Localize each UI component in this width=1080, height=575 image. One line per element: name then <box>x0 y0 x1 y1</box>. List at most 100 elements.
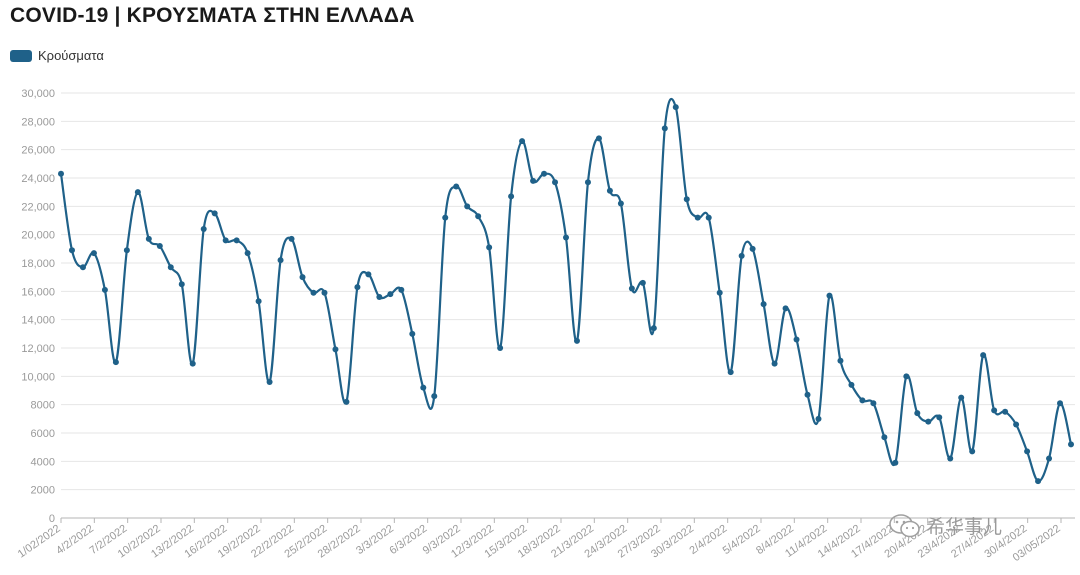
data-point <box>123 247 130 254</box>
data-point <box>617 200 624 207</box>
data-point <box>584 179 591 186</box>
data-point <box>683 196 690 203</box>
data-point <box>826 292 833 299</box>
y-tick-label: 20,000 <box>21 230 55 242</box>
data-point <box>376 294 383 300</box>
legend[interactable]: Κρούσματα <box>10 48 104 63</box>
data-point <box>639 279 646 286</box>
y-tick-label: 28,000 <box>21 116 55 128</box>
data-point <box>354 284 361 291</box>
data-point <box>716 289 723 296</box>
data-point <box>552 179 559 186</box>
data-point <box>606 187 613 194</box>
data-point <box>1068 441 1074 448</box>
data-point <box>398 286 405 293</box>
data-point <box>442 214 449 221</box>
data-point <box>1046 455 1053 462</box>
data-point <box>936 414 943 421</box>
data-point <box>178 281 185 288</box>
data-point <box>914 410 921 417</box>
y-tick-label: 0 <box>49 513 55 525</box>
data-point <box>1057 400 1064 407</box>
data-point <box>694 214 701 221</box>
data-point <box>925 418 932 425</box>
data-point <box>145 235 152 242</box>
watermark-text: 希华事儿 <box>926 516 1003 538</box>
data-point <box>101 286 108 293</box>
data-point <box>167 264 174 271</box>
y-tick-label: 4000 <box>31 456 55 468</box>
data-point <box>1002 408 1009 415</box>
data-point <box>892 459 899 466</box>
data-point <box>541 170 548 177</box>
data-point <box>134 189 141 196</box>
data-point <box>497 345 504 351</box>
legend-swatch <box>10 49 32 62</box>
data-point <box>255 298 262 305</box>
data-point <box>727 369 734 376</box>
data-point <box>486 244 493 251</box>
data-point <box>848 381 855 388</box>
y-tick-label: 6000 <box>31 428 55 440</box>
data-point <box>738 252 745 259</box>
data-point <box>1035 478 1042 485</box>
data-point <box>573 337 580 344</box>
data-point <box>760 301 767 308</box>
data-point <box>222 237 229 244</box>
data-point <box>1013 421 1020 428</box>
data-point <box>958 394 965 401</box>
data-point <box>705 214 712 221</box>
data-point <box>519 138 526 145</box>
data-point <box>387 291 394 298</box>
data-point <box>782 305 789 312</box>
data-point <box>68 247 75 254</box>
data-point <box>815 415 822 422</box>
data-point <box>200 226 207 232</box>
data-point <box>991 407 998 414</box>
data-point <box>244 250 251 257</box>
data-point <box>661 125 668 132</box>
data-point <box>530 177 537 184</box>
y-tick-label: 8000 <box>31 400 55 412</box>
data-point <box>749 245 756 252</box>
data-point <box>903 373 910 380</box>
data-point <box>804 391 811 398</box>
data-point <box>211 210 218 217</box>
data-point <box>409 330 416 337</box>
data-point <box>859 397 866 404</box>
data-point <box>650 325 657 332</box>
data-point <box>508 193 515 200</box>
series-line <box>59 97 1073 483</box>
data-point <box>453 183 460 190</box>
data-point <box>420 384 427 391</box>
data-point <box>431 393 438 400</box>
data-point <box>475 213 482 220</box>
gridlines <box>61 92 1075 519</box>
data-point <box>288 235 295 242</box>
wechat-icon <box>889 513 920 537</box>
legend-label: Κρούσματα <box>38 48 104 63</box>
data-point <box>90 250 97 257</box>
data-point <box>870 400 877 407</box>
data-point <box>771 360 778 367</box>
y-tick-label: 10,000 <box>21 371 55 383</box>
data-point <box>299 274 306 281</box>
data-point <box>277 257 284 264</box>
data-point <box>321 289 328 296</box>
y-tick-label: 12,000 <box>21 343 55 355</box>
data-point <box>156 243 163 249</box>
data-point <box>1024 448 1031 455</box>
data-point <box>233 237 240 244</box>
x-tick-label: 1/02/2022 <box>16 523 63 561</box>
y-tick-label: 30,000 <box>21 88 55 100</box>
y-tick-label: 26,000 <box>21 145 55 157</box>
data-point <box>79 264 86 271</box>
y-axis: 0 2000 4000 6000 8000 10,000 12,000 14,000 16,00… <box>21 88 55 525</box>
data-point <box>58 170 64 177</box>
y-tick-label: 24,000 <box>21 173 55 185</box>
data-point <box>310 289 317 296</box>
y-tick-label: 16,000 <box>21 286 55 298</box>
chart-title: COVID-19 | ΚΡΟΥΣΜΑΤΑ ΣΤΗΝ ΕΛΛΑΔΑ <box>10 4 415 27</box>
data-point <box>793 336 800 343</box>
